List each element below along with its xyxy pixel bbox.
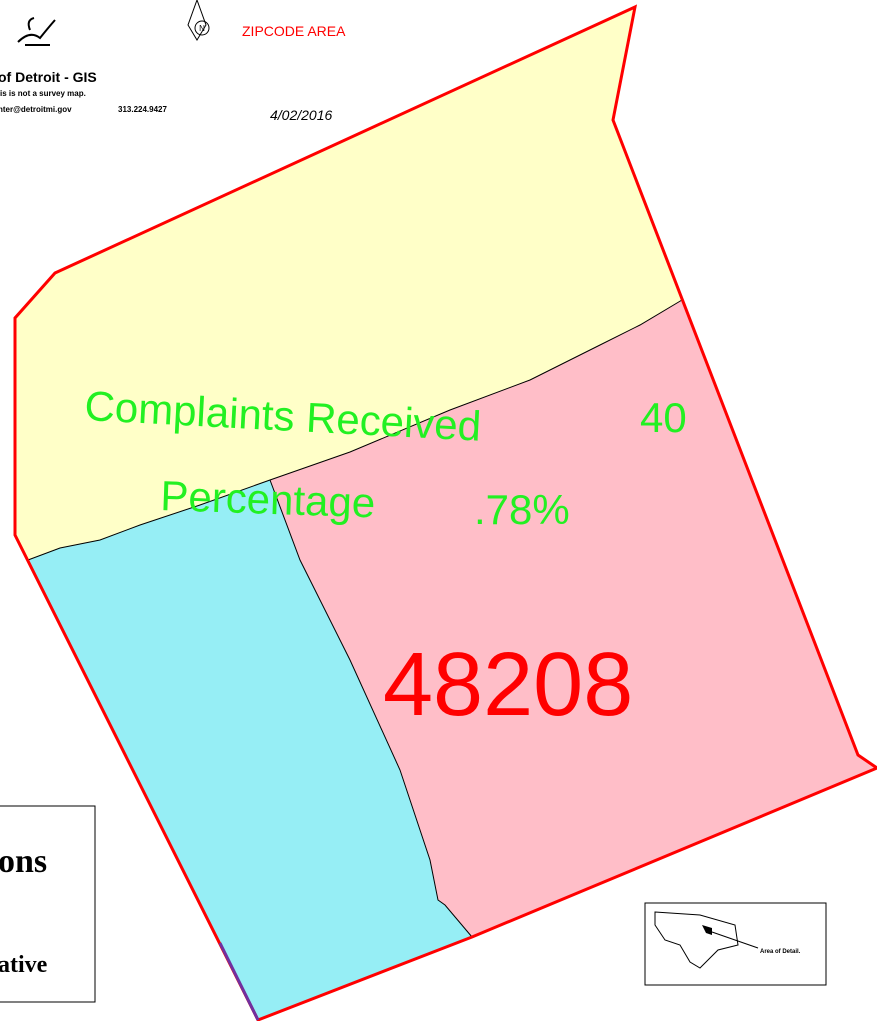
boundary-line [269,479,473,938]
north-label: N [199,24,205,33]
pink-zone [270,300,877,937]
date: 4/02/2016 [270,107,332,123]
map-title: ZIPCODE AREA [242,23,346,39]
logo [17,17,56,46]
email: nter@detroitmi.gov [0,105,72,114]
north-arrow [187,0,210,41]
inset-area [702,925,712,935]
cyan-zone [15,480,472,1020]
zipcode-label: 48208 [383,635,633,735]
legend-box [0,805,96,1003]
zip-outline [13,4,877,1021]
purple-edge [218,942,260,1021]
yellow-zone [15,7,682,560]
legend-text: ons [0,843,47,880]
inset-pointer [711,931,759,949]
inset-box [644,902,827,986]
inset-map [654,911,739,969]
percentage-label: Percentage [160,472,376,526]
phone: 313.224.9427 [118,105,167,114]
disclaimer: is is not a survey map. [0,89,86,98]
inset-label: Area of Detail. [760,949,801,955]
boundary-line [27,299,683,561]
legend-text: ative [0,952,48,978]
percentage-value: .78% [474,486,570,533]
complaints-value: 40 [640,394,687,441]
agency: of Detroit - GIS [0,69,97,85]
